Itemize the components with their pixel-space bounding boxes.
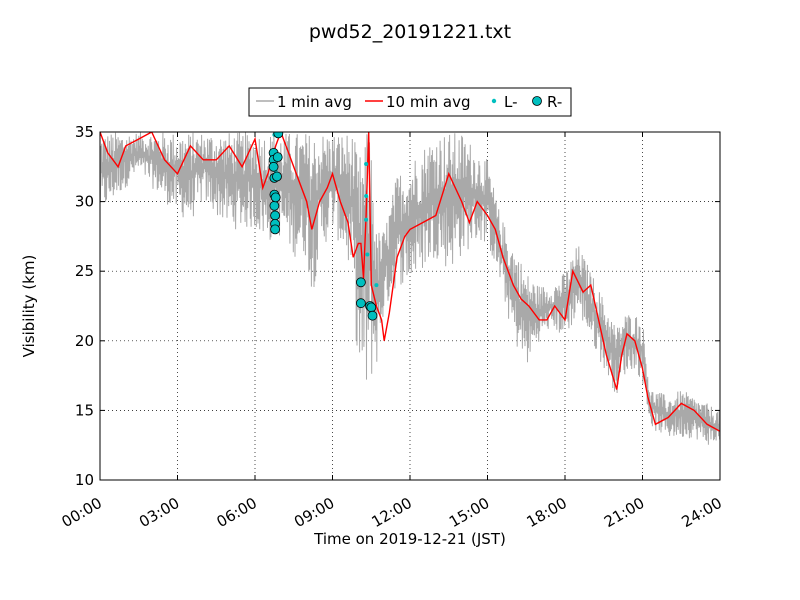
y-tick-label: 30 bbox=[75, 193, 94, 211]
point-l-minus bbox=[374, 283, 379, 288]
series-1min-avg bbox=[100, 132, 720, 445]
legend-box bbox=[248, 87, 572, 117]
y-axis-ticks: 10 15 20 25 30 35 bbox=[75, 123, 720, 489]
x-axis-label: Time on 2019-12-21 (JST) bbox=[313, 530, 506, 548]
point-l-minus bbox=[364, 217, 369, 222]
point-r-minus bbox=[355, 277, 366, 288]
plot-data bbox=[100, 132, 720, 445]
point-r-minus bbox=[270, 224, 281, 235]
legend-marker-l bbox=[491, 98, 497, 104]
point-r-minus bbox=[273, 132, 284, 139]
point-l-minus bbox=[365, 252, 370, 257]
legend-marker-r bbox=[532, 96, 542, 106]
point-r-minus bbox=[270, 210, 281, 221]
point-r-minus bbox=[272, 171, 282, 182]
legend-label-1min: 1 min avg bbox=[277, 93, 352, 111]
y-tick-label: 10 bbox=[75, 471, 94, 489]
chart-title: pwd52_20191221.txt bbox=[309, 21, 511, 43]
legend-label-l: L- bbox=[504, 93, 518, 111]
point-l-minus bbox=[364, 162, 369, 166]
y-axis-label: Visibility (km) bbox=[20, 255, 38, 358]
point-r-minus bbox=[269, 200, 280, 211]
series-10min-avg bbox=[100, 132, 720, 432]
y-tick-label: 35 bbox=[75, 123, 94, 141]
legend: 1 min avg 10 min avg L- R- bbox=[248, 87, 572, 117]
point-r-minus bbox=[270, 192, 281, 203]
point-r-minus bbox=[367, 310, 378, 321]
y-tick-label: 20 bbox=[75, 332, 94, 350]
legend-label-10min: 10 min avg bbox=[386, 93, 471, 111]
point-r-minus bbox=[268, 161, 279, 172]
y-tick-label: 25 bbox=[75, 262, 94, 280]
point-r-minus bbox=[355, 298, 366, 309]
y-tick-label: 15 bbox=[75, 401, 94, 419]
legend-label-r: R- bbox=[547, 93, 562, 111]
point-r-minus bbox=[366, 302, 377, 313]
point-r-minus bbox=[272, 152, 283, 163]
point-l-minus bbox=[364, 194, 369, 198]
